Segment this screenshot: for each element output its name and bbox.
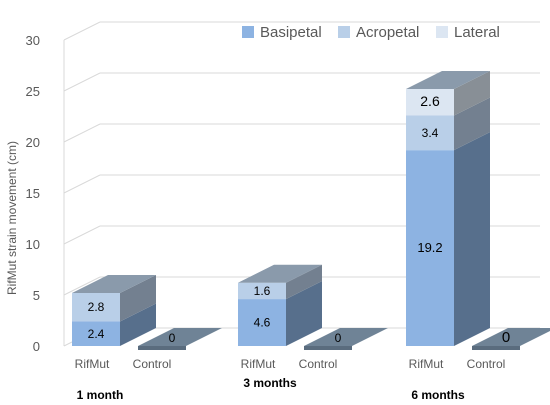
bar-side-acropetal (454, 97, 490, 151)
bar-side-lateral (454, 70, 490, 116)
data-label: 2.6 (420, 93, 440, 109)
data-label: 1.6 (254, 284, 271, 298)
bar-zero-top (138, 328, 222, 346)
gridline-depth (63, 174, 101, 194)
bar-segment-basipetal (406, 150, 454, 346)
bar-segment-basipetal (72, 321, 120, 346)
bar-side-basipetal (286, 281, 322, 346)
bar-segment-acropetal (406, 115, 454, 151)
data-label: 0 (169, 331, 176, 345)
y-tick-label: 30 (26, 33, 40, 48)
bar-side-acropetal (286, 264, 322, 300)
bar-zero-front (472, 346, 520, 350)
bar-zero-front (304, 346, 352, 350)
bar-top (72, 274, 156, 293)
legend-swatch (436, 26, 448, 38)
bar-segment-basipetal (238, 299, 286, 346)
legend-label: Lateral (454, 24, 500, 41)
x-tick-label: RifMut (241, 357, 276, 371)
legend-swatch (338, 26, 350, 38)
y-tick-label: 0 (33, 339, 40, 354)
x-tick-label: Control (467, 357, 506, 371)
bar-zero-top (304, 328, 388, 346)
bar-zero-top (472, 328, 550, 346)
bar-top (406, 70, 490, 89)
group-label: 6 months (411, 388, 465, 402)
y-axis-label: RifMut strain movement (cm) (5, 141, 19, 295)
gridline-depth (63, 276, 101, 296)
legend-label: Basipetal (260, 24, 322, 41)
gridline-depth (63, 123, 101, 143)
y-tick-label: 15 (26, 186, 40, 201)
x-tick-label: Control (133, 357, 172, 371)
bar-segment-lateral (406, 88, 454, 116)
data-label: 0 (502, 329, 510, 346)
legend: Basipetal Acropetal Lateral (242, 24, 500, 41)
x-tick-label: Control (299, 357, 338, 371)
bar-side-acropetal (120, 274, 156, 322)
bar-segment-acropetal (72, 292, 120, 322)
data-label: 4.6 (254, 316, 271, 330)
gridline-depth (63, 225, 101, 245)
bar-segment-acropetal (238, 282, 286, 300)
bar-zero-front (138, 346, 186, 350)
legend-label: Acropetal (356, 24, 419, 41)
data-label: 2.4 (88, 327, 105, 341)
y-tick-label: 20 (26, 135, 40, 150)
x-tick-label: RifMut (409, 357, 444, 371)
bars: 2.4 2.8 0 4.6 1.6 0 19.2 3.4 2.6 0 (72, 70, 550, 350)
x-tick-label: RifMut (75, 357, 110, 371)
bar-side-basipetal (120, 303, 156, 346)
bar-side-basipetal (454, 132, 490, 346)
group-label: 1 month (77, 388, 124, 402)
data-label: 2.8 (88, 300, 105, 314)
data-label: 0 (335, 331, 342, 345)
data-label: 19.2 (417, 240, 442, 255)
data-label: 3.4 (422, 126, 439, 140)
y-tick-label: 10 (26, 237, 40, 252)
y-axis-ticks: 0 5 10 15 20 25 30 (26, 33, 40, 354)
legend-swatch (242, 26, 254, 38)
gridline-depth (63, 21, 101, 41)
y-tick-label: 25 (26, 84, 40, 99)
group-label: 3 months (243, 376, 297, 390)
y-tick-label: 5 (33, 288, 40, 303)
gridline-depth (63, 72, 101, 92)
bar-top (238, 264, 322, 283)
